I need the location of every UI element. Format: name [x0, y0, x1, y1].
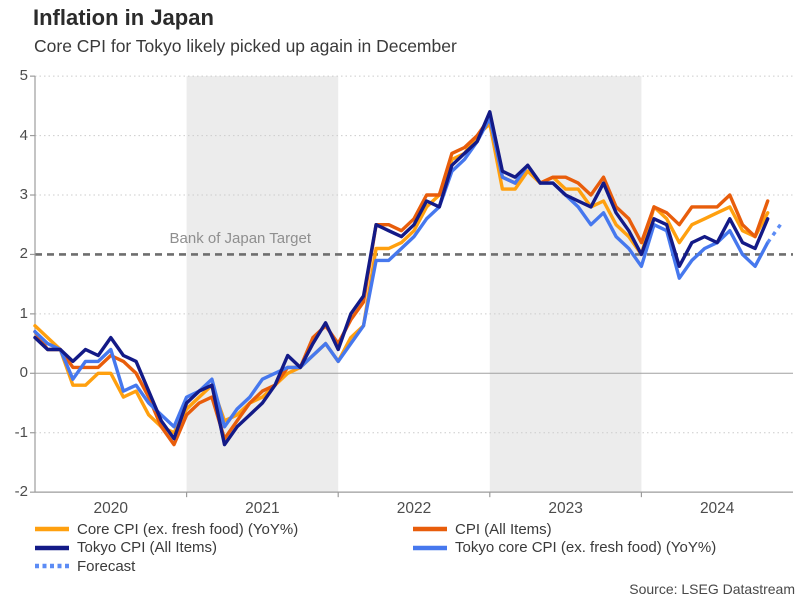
- legend-label: Core CPI (ex. fresh food) (YoY%): [77, 520, 299, 538]
- x-axis-year-label-2020: 2020: [93, 500, 129, 517]
- series-line-tokyo-cpi-all-items: [33, 110, 770, 447]
- legend-item: CPI (All Items): [413, 520, 716, 539]
- legend-item: Tokyo core CPI (ex. fresh food) (YoY%): [413, 539, 716, 558]
- legend-swatch-icon: [35, 545, 69, 550]
- legend-item: Tokyo CPI (All Items): [35, 539, 298, 558]
- shaded-band-2023: [489, 76, 642, 493]
- y-axis-tick-label--2: -2: [14, 483, 28, 501]
- series-line-forecast: [766, 223, 782, 244]
- shaded-band-2021: [186, 76, 339, 493]
- legend-item: Core CPI (ex. fresh food) (YoY%): [35, 520, 298, 539]
- x-axis-year-label-2023: 2023: [548, 500, 583, 517]
- y-axis-tick-label-1: 1: [19, 304, 28, 322]
- legend-label: Tokyo CPI (All Items): [77, 539, 218, 557]
- y-axis-tick-label-5: 5: [19, 67, 28, 85]
- x-axis-year-label-2024: 2024: [699, 500, 735, 517]
- chart-title: Inflation in Japan: [33, 5, 214, 30]
- source-credit: Source: LSEG Datastream: [629, 581, 795, 597]
- legend-label: CPI (All Items): [455, 520, 552, 538]
- legend-label: Forecast: [77, 557, 136, 575]
- legend-swatch-icon: [413, 527, 447, 532]
- y-axis-tick-label--1: -1: [14, 423, 28, 441]
- legend-swatch-icon: [35, 527, 69, 532]
- y-axis-tick-label-3: 3: [19, 186, 28, 203]
- y-axis-tick-label-4: 4: [19, 126, 28, 144]
- y-axis-tick-label-0: 0: [19, 364, 28, 382]
- series-line-cpi-all-items: [33, 116, 770, 447]
- y-axis-tick-label-2: 2: [19, 245, 28, 263]
- target-line-label: Bank of Japan Target: [169, 230, 312, 247]
- legend-column-left: Core CPI (ex. fresh food) (YoY%) Tokyo CP…: [35, 520, 298, 576]
- legend-swatch-icon: [35, 564, 69, 569]
- legend-swatch-icon: [413, 545, 447, 550]
- legend-item: Forecast: [35, 557, 298, 576]
- x-axis-year-label-2022: 2022: [396, 500, 432, 517]
- chart-subtitle: Core CPI for Tokyo likely picked up agai…: [34, 36, 457, 56]
- x-axis-year-label-2021: 2021: [245, 500, 280, 517]
- legend-column-right: CPI (All Items) Tokyo core CPI (ex. fresh…: [413, 520, 716, 557]
- legend-label: Tokyo core CPI (ex. fresh food) (YoY%): [455, 539, 717, 557]
